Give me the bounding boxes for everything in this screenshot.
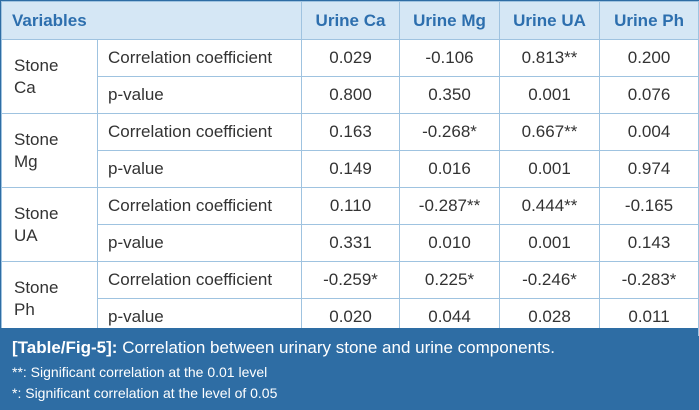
table-cell: 0.225* — [399, 261, 501, 299]
table-cell: 0.004 — [599, 113, 699, 151]
group-label-line2: Mg — [14, 151, 38, 171]
table-cell: 0.331 — [301, 224, 401, 262]
stat-label: p-value — [96, 76, 303, 114]
table-cell: 0.800 — [301, 76, 401, 114]
table-cell: 0.813** — [499, 39, 601, 77]
group-label-stone-ca: Stone Ca — [1, 39, 98, 114]
table-cell: 0.076 — [599, 76, 699, 114]
header-urine-ua: Urine UA — [499, 1, 601, 40]
table-row: p-value 0.800 0.350 0.001 0.076 — [2, 76, 699, 114]
group-label-line2: Ca — [14, 77, 36, 97]
group-label-stone-mg: Stone Mg — [1, 113, 98, 188]
table-row: p-value 0.149 0.016 0.001 0.974 — [2, 150, 699, 188]
table-cell: 0.149 — [301, 150, 401, 188]
table-row: Stone Mg Correlation coefficient 0.163 -… — [1, 113, 699, 188]
table-row: p-value 0.331 0.010 0.001 0.143 — [2, 224, 699, 262]
header-variables: Variables — [0, 1, 303, 40]
table-cell: 0.010 — [399, 224, 501, 262]
table-cell: 0.444** — [499, 187, 601, 225]
group-label-line1: Stone — [14, 129, 59, 149]
table-cell: 0.029 — [301, 39, 401, 77]
caption-tag: [Table/Fig-5]: — [12, 338, 118, 357]
figure-caption: [Table/Fig-5]: Correlation between urina… — [1, 328, 698, 409]
table-cell: -0.283* — [599, 261, 699, 299]
group-label-line1: Stone — [14, 203, 59, 223]
group-label-stone-ph: Stone Ph — [1, 261, 98, 336]
header-urine-ca: Urine Ca — [301, 1, 401, 40]
header-urine-ph: Urine Ph — [599, 1, 699, 40]
table-cell: 0.001 — [499, 224, 601, 262]
stat-label: Correlation coefficient — [96, 261, 303, 299]
table-cell: -0.165 — [599, 187, 699, 225]
stat-label: p-value — [96, 150, 303, 188]
caption-note-single-star: *: Significant correlation at the level … — [12, 385, 278, 401]
caption-note-double-star: **: Significant correlation at the 0.01 … — [12, 364, 268, 380]
table-cell: 0.350 — [399, 76, 501, 114]
group-label-line1: Stone — [14, 55, 59, 75]
header-urine-mg: Urine Mg — [399, 1, 501, 40]
table-cell: 0.143 — [599, 224, 699, 262]
table-cell: 0.163 — [301, 113, 401, 151]
table-row: Stone Ca Correlation coefficient 0.029 -… — [1, 39, 699, 114]
stat-label: Correlation coefficient — [96, 187, 303, 225]
table-cell: -0.287** — [399, 187, 501, 225]
caption-title: Correlation between urinary stone and ur… — [122, 338, 555, 357]
table-cell: -0.106 — [399, 39, 501, 77]
header-row: Variables Urine Ca Urine Mg Urine UA Uri… — [0, 1, 699, 40]
table-cell: 0.016 — [399, 150, 501, 188]
table-cell: 0.001 — [499, 76, 601, 114]
table-row: Stone UA Correlation coefficient 0.110 -… — [1, 187, 699, 262]
stat-label: p-value — [96, 224, 303, 262]
table-cell: 0.110 — [301, 187, 401, 225]
table-cell: -0.268* — [399, 113, 501, 151]
table-cell: 0.974 — [599, 150, 699, 188]
group-label-stone-ua: Stone UA — [1, 187, 98, 262]
group-label-line2: UA — [14, 225, 38, 245]
group-label-line2: Ph — [14, 299, 35, 319]
table-cell: 0.001 — [499, 150, 601, 188]
stat-label: Correlation coefficient — [96, 113, 303, 151]
correlation-table: Variables Urine Ca Urine Mg Urine UA Uri… — [0, 1, 699, 336]
stat-label: Correlation coefficient — [96, 39, 303, 77]
caption-title-line: [Table/Fig-5]: Correlation between urina… — [12, 338, 555, 358]
table-cell: 0.667** — [499, 113, 601, 151]
table-cell: -0.246* — [499, 261, 601, 299]
group-label-line1: Stone — [14, 277, 59, 297]
table-row: Stone Ph Correlation coefficient -0.259*… — [1, 261, 699, 336]
table-cell: 0.200 — [599, 39, 699, 77]
table-cell: -0.259* — [301, 261, 401, 299]
